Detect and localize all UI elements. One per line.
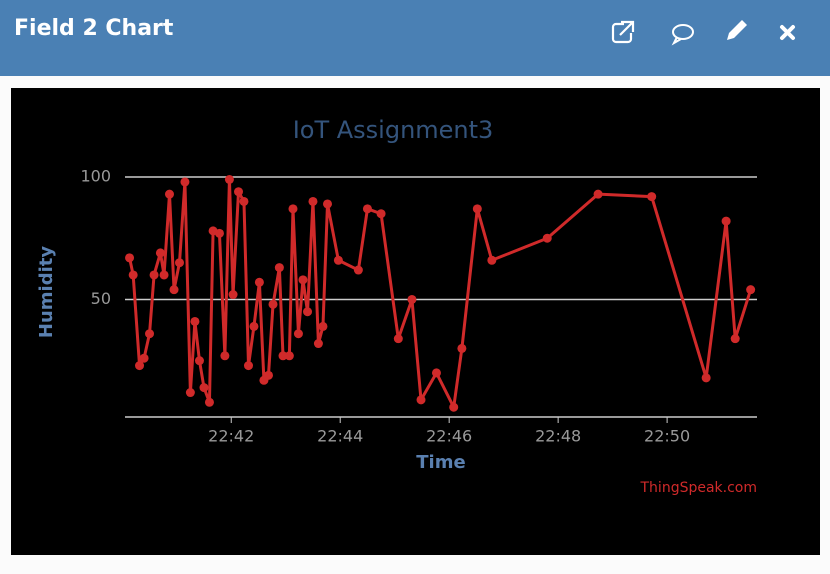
data-point — [746, 285, 756, 295]
close-icon[interactable] — [780, 25, 795, 40]
data-point — [224, 174, 234, 184]
data-point — [164, 189, 174, 199]
open-icon[interactable] — [611, 20, 635, 44]
data-point — [303, 307, 313, 317]
data-point — [362, 204, 372, 214]
x-axis-title: Time — [416, 452, 465, 473]
data-point — [322, 199, 332, 209]
data-point — [701, 373, 711, 383]
data-point — [284, 351, 294, 361]
data-point — [376, 209, 386, 219]
chart-title: IoT Assignment3 — [293, 116, 494, 144]
data-point — [278, 351, 288, 361]
x-tick-label: 22:44 — [317, 427, 363, 446]
y-tick-label: 100 — [80, 167, 111, 186]
data-point — [135, 361, 145, 371]
comment-icon[interactable] — [671, 24, 694, 46]
data-point — [169, 285, 179, 295]
data-point — [125, 253, 135, 263]
data-point — [239, 196, 249, 206]
data-point — [155, 248, 165, 258]
data-point — [449, 402, 459, 412]
data-point — [128, 270, 138, 280]
data-point — [194, 356, 204, 366]
data-point — [318, 321, 328, 331]
x-tick-label: 22:50 — [644, 427, 690, 446]
data-point — [263, 370, 273, 380]
data-point — [457, 343, 467, 353]
data-point — [199, 383, 209, 393]
data-point — [407, 294, 417, 304]
data-point — [145, 329, 155, 339]
toolbar-icons — [611, 20, 795, 46]
data-point — [243, 361, 253, 371]
data-point — [214, 228, 224, 238]
x-tick-label: 22:48 — [535, 427, 581, 446]
data-point — [487, 255, 497, 265]
data-point — [149, 270, 159, 280]
y-axis-title: Humidity — [36, 246, 57, 338]
data-point — [298, 275, 308, 285]
data-point — [593, 189, 603, 199]
data-point — [288, 204, 298, 214]
x-tick-label: 22:42 — [208, 427, 254, 446]
data-point — [180, 177, 190, 187]
chart: IoT Assignment3 Time Humidity ThingSpeak… — [11, 88, 820, 555]
data-point — [228, 290, 238, 300]
data-point — [333, 255, 343, 265]
data-line — [128, 177, 753, 409]
y-tick-label: 50 — [91, 289, 111, 308]
data-point — [293, 329, 303, 339]
data-point — [159, 270, 169, 280]
data-point — [254, 277, 264, 287]
data-point — [234, 187, 244, 197]
data-point — [472, 204, 482, 214]
data-point — [139, 353, 149, 363]
data-point — [647, 192, 657, 202]
data-point — [249, 321, 259, 331]
data-point — [431, 368, 441, 378]
data-point — [185, 388, 195, 398]
credit: ThingSpeak.com — [640, 480, 758, 496]
header-title: Field 2 Chart — [14, 16, 174, 41]
data-point — [190, 316, 200, 326]
data-point — [220, 351, 230, 361]
data-point — [416, 395, 426, 405]
chart-background — [11, 88, 820, 555]
data-point — [268, 299, 278, 309]
data-point — [730, 334, 740, 344]
data-point — [274, 263, 284, 273]
data-point — [721, 216, 731, 226]
data-point — [174, 258, 184, 268]
data-point — [313, 339, 323, 349]
data-point — [542, 233, 552, 243]
data-point — [204, 397, 214, 407]
edit-icon[interactable] — [727, 20, 747, 40]
data-point — [308, 196, 318, 206]
data-point — [393, 334, 403, 344]
header-bar: Field 2 Chart — [0, 0, 830, 76]
data-point — [353, 265, 363, 275]
x-tick-label: 22:46 — [426, 427, 472, 446]
